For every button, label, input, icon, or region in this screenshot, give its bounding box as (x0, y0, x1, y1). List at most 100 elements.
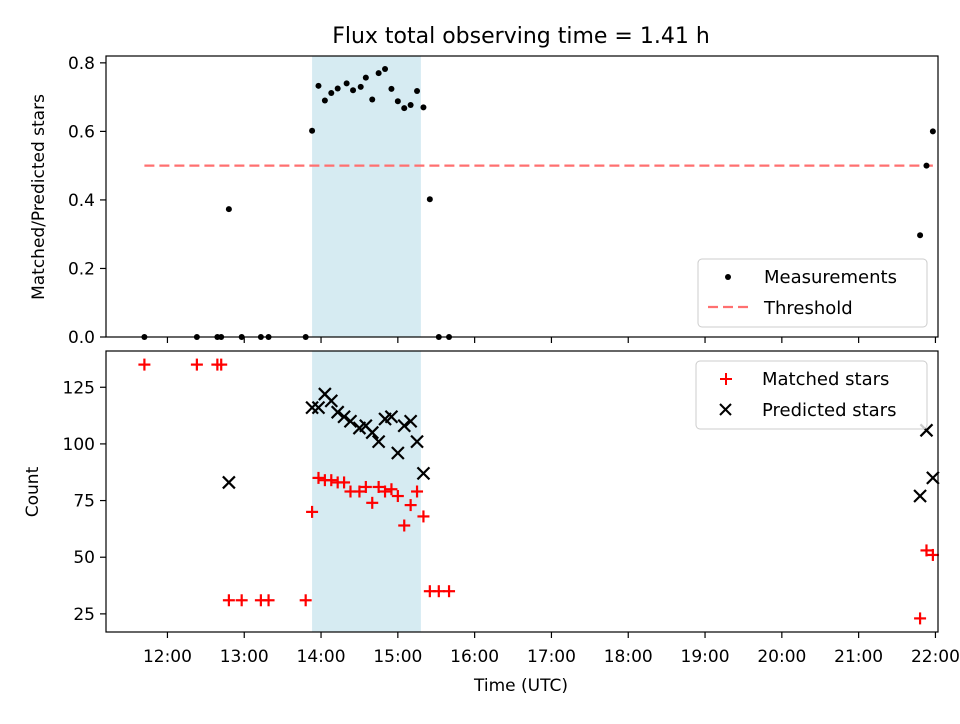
bottom-ylabel: Count (23, 466, 43, 517)
predicted-star-point (926, 471, 940, 485)
matched-star-point (432, 585, 445, 598)
top-legend: Measurements Threshold (697, 258, 928, 328)
x-axis-label: Time (UTC) (473, 676, 568, 696)
measurement-point (362, 74, 369, 81)
x-tick-label: 13:00 (220, 647, 269, 667)
measurement-point (357, 83, 364, 90)
measurement-point (414, 87, 421, 94)
predicted-star-point (410, 434, 424, 449)
predicted-star-point (311, 400, 326, 415)
matched-star-point (385, 483, 398, 496)
y-tick-label: 50 (73, 548, 95, 568)
y-tick-label: 125 (63, 378, 95, 398)
y-tick-label: 0.6 (68, 122, 95, 142)
matched-star-point (914, 612, 927, 625)
bottom-panel: 25 50 75 100 125 12:00 13:00 14:00 15:00 16:00 17:… (23, 350, 960, 696)
bottom-axes-ticks: 25 50 75 100 125 12:00 13:00 14:00 15:00 16:00 17:… (63, 378, 960, 667)
matched-star-point (353, 485, 366, 498)
measurement-point (401, 105, 408, 112)
measurement-point (343, 80, 350, 87)
matched-star-point (443, 585, 456, 598)
legend-matched-marker (720, 373, 732, 385)
measurement-point (315, 82, 322, 89)
measurement-point (407, 102, 414, 109)
matched-star-point (299, 594, 312, 607)
matched-star-point (190, 358, 203, 371)
y-tick-label: 0.0 (68, 328, 95, 348)
matched-star-point (404, 499, 417, 512)
predicted-star-point (913, 489, 927, 503)
measurement-point (350, 87, 357, 94)
top-panel: 0.00.20.40.60.8 Matched/Predicted stars … (29, 54, 939, 348)
predicted-star-point (305, 400, 319, 415)
x-tick-label: 16:00 (450, 647, 499, 667)
measurement-point (334, 85, 341, 92)
bottom-legend-box (695, 360, 928, 430)
predicted-star-point (330, 405, 345, 419)
matched-star-point (338, 476, 351, 489)
matched-star-point (417, 510, 430, 523)
x-tick-label: 17:00 (527, 647, 576, 667)
top-legend-box (697, 258, 928, 328)
predicted-star-point (384, 409, 399, 424)
matched-star-point (372, 480, 385, 493)
measurement-point (420, 104, 427, 111)
x-tick-label: 15:00 (373, 647, 422, 667)
legend-matched-label: Matched stars (762, 369, 889, 390)
matched-star-point (312, 471, 325, 484)
x-tick-label: 22:00 (911, 647, 960, 667)
top-ylabel: Matched/Predicted stars (29, 94, 49, 300)
y-tick-label: 0.4 (68, 191, 95, 211)
measurement-point (929, 128, 936, 135)
legend-predicted-marker (719, 403, 732, 416)
matched-star-point (920, 544, 933, 557)
measurement-point (328, 90, 335, 97)
predicted-star-point (371, 434, 386, 449)
predicted-star-point (397, 419, 412, 433)
measurement-point (394, 98, 401, 105)
matched-star-point (926, 548, 939, 561)
measurement-points (141, 66, 936, 340)
x-tick-label: 18:00 (604, 647, 653, 667)
matched-star-point (325, 474, 338, 487)
measurement-point (375, 70, 382, 77)
legend-predicted-label: Predicted stars (762, 400, 896, 421)
predicted-star-point (416, 466, 431, 481)
predicted-star-point (343, 414, 358, 429)
measurement-point (388, 85, 395, 92)
matched-star-point (391, 490, 404, 503)
top-shaded-interval (312, 56, 421, 337)
y-tick-label: 0.2 (68, 259, 95, 279)
y-tick-label: 25 (73, 605, 95, 625)
y-tick-label: 75 (73, 492, 95, 512)
predicted-star-point (337, 409, 351, 424)
x-tick-label: 14:00 (297, 647, 346, 667)
predicted-star-point (324, 394, 339, 408)
measurement-point (309, 127, 316, 134)
measurement-point (382, 66, 389, 73)
matched-star-point (398, 519, 411, 532)
x-tick-label: 12:00 (143, 647, 192, 667)
matched-star-point (262, 594, 275, 607)
count-points (138, 358, 940, 625)
matched-star-point (222, 594, 235, 607)
legend-measurements-label: Measurements (764, 267, 897, 288)
top-axes-ticks: 0.0 0.2 0.4 0.6 0.8 (68, 54, 937, 348)
bottom-axes-frame (105, 350, 939, 633)
legend-threshold-label: Threshold (763, 298, 853, 319)
x-tick-label: 21:00 (834, 647, 883, 667)
measurement-point (917, 232, 924, 239)
chart-title: Flux total observing time = 1.41 h (332, 24, 710, 49)
bottom-legend: Matched stars Predicted stars (695, 360, 928, 430)
y-tick-label: 0.8 (68, 54, 95, 74)
x-tick-label: 20:00 (757, 647, 806, 667)
matched-star-point (411, 485, 424, 498)
measurement-point (321, 97, 328, 104)
measurement-point (369, 96, 376, 103)
matched-star-point (359, 480, 372, 493)
measurement-point (225, 206, 232, 213)
predicted-star-point (365, 425, 380, 440)
matched-star-point (215, 358, 228, 371)
predicted-star-point (222, 475, 236, 490)
matched-star-point (235, 594, 248, 607)
